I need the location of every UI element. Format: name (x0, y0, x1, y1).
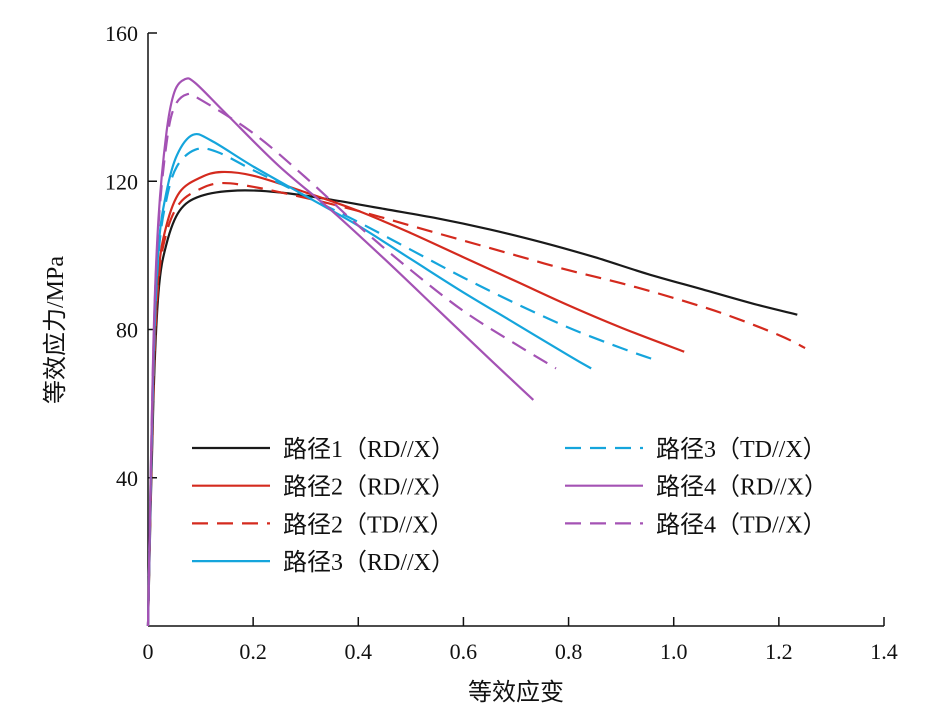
y-tick-label: 160 (105, 21, 138, 46)
series-line-3 (146, 181, 806, 627)
x-tick-label: 1.2 (765, 639, 793, 664)
y-tick-label: 120 (105, 169, 138, 194)
legend: 路径1（RD//X） 路径2（RD//X） 路径2（TD//X） 路径3（RD//X）… (192, 436, 828, 576)
x-tick-label: 0.6 (450, 639, 478, 664)
legend-label-2: 路径2（RD//X） (283, 474, 455, 501)
series-line-6 (146, 77, 535, 627)
legend-label-1: 路径1（RD//X） (283, 436, 455, 463)
series-layer (146, 77, 806, 627)
x-tick-label: 0 (143, 639, 154, 664)
axes-layer: 0 0.2 0.4 0.6 0.8 1.0 1.2 1.4 40 80 120 160 (105, 21, 898, 664)
series-line-7 (146, 92, 557, 627)
y-tick-label: 40 (116, 466, 138, 491)
y-tick-label: 80 (116, 318, 138, 343)
legend-label-6: 路径4（RD//X） (656, 474, 828, 501)
x-axis-title: 等效应变 (468, 679, 564, 706)
x-tick-label: 1.4 (870, 639, 898, 664)
y-axis-title: 等效应力/MPa (42, 256, 69, 404)
x-tick-label: 0.8 (555, 639, 583, 664)
legend-label-4: 路径3（RD//X） (283, 549, 455, 576)
legend-label-3: 路径2（TD//X） (283, 511, 454, 538)
x-tick-label: 0.2 (239, 639, 267, 664)
series-line-5 (146, 147, 654, 627)
x-tick-label: 1.0 (660, 639, 688, 664)
legend-label-7: 路径4（TD//X） (656, 511, 827, 538)
x-tick-label: 0.4 (345, 639, 373, 664)
legend-label-5: 路径3（TD//X） (656, 436, 827, 463)
